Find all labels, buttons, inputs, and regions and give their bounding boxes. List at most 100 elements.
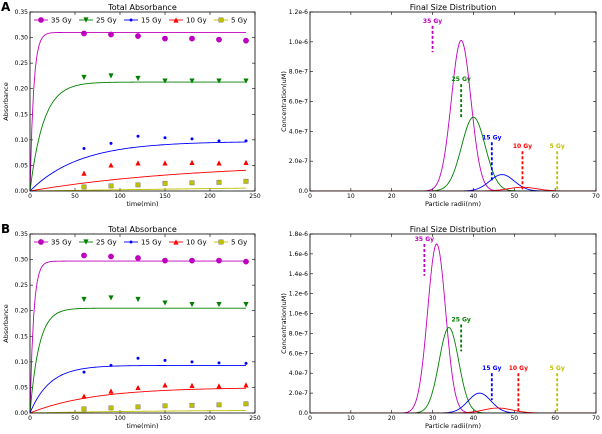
data-point-25-gy xyxy=(243,301,249,308)
distribution-curve-25-gy xyxy=(310,326,596,413)
data-point-35-gy xyxy=(243,37,249,44)
legend-label-5-gy: 5 Gy xyxy=(231,239,247,247)
legend-marker-15-gy xyxy=(129,240,133,244)
y-tick-label: 0.30 xyxy=(15,35,29,42)
annotation-label-35-gy: 35 Gy xyxy=(415,236,434,243)
fit-curve-5-gy xyxy=(30,410,247,413)
y-tick-label: 0.15 xyxy=(15,111,29,118)
chart-b-final-size-distribution: Final Size Distribution 0 10 20 30 40 50 60 70 0.… xyxy=(280,225,600,430)
data-point-35-gy xyxy=(81,30,87,37)
data-point-35-gy xyxy=(216,257,222,264)
legend-marker-15-gy xyxy=(129,18,133,22)
data-point-5-gy xyxy=(135,182,141,188)
distribution-curve-15-gy xyxy=(310,392,596,413)
data-point-15-gy xyxy=(190,360,194,364)
plot-frame xyxy=(309,233,597,414)
data-point-35-gy xyxy=(216,36,222,43)
y-tick-label: 0.0 xyxy=(298,188,308,195)
fit-curve-35-gy xyxy=(30,32,246,191)
chart-title: Final Size Distribution xyxy=(410,225,497,234)
y-tick-label: 8.0e-7 xyxy=(289,69,308,76)
data-point-35-gy xyxy=(189,35,195,42)
data-point-25-gy xyxy=(189,78,195,84)
data-point-15-gy xyxy=(82,147,86,151)
distribution-curve-10-gy xyxy=(310,186,596,191)
distribution-curve-35-gy xyxy=(310,39,596,191)
data-point-15-gy xyxy=(136,356,140,360)
data-point-5-gy xyxy=(189,402,195,408)
distribution-curve-35-gy xyxy=(310,243,596,413)
y-tick-label: 4.0e-7 xyxy=(289,370,308,377)
legend-label-10-gy: 10 Gy xyxy=(186,239,207,247)
chart-title: Total Absorbance xyxy=(107,3,177,12)
fit-curve-25-gy xyxy=(30,81,246,191)
y-axis-label: Concentration(uM) xyxy=(280,71,288,132)
chart-b-total-absorbance: Total Absorbance 0 50 100 150 200 250 0.00 0.05 0… xyxy=(2,225,261,430)
x-tick-label: 100 xyxy=(114,415,126,422)
data-point-5-gy xyxy=(81,184,87,190)
data-point-10-gy xyxy=(81,393,87,399)
x-tick-label: 70 xyxy=(592,193,600,200)
distribution-curve-10-gy xyxy=(310,407,596,413)
y-tick-label: 0.10 xyxy=(15,359,29,366)
y-tick-label: 0.20 xyxy=(15,308,29,315)
data-point-10-gy xyxy=(108,388,114,394)
legend-marker-25-gy xyxy=(83,239,89,245)
data-point-5-gy xyxy=(243,401,249,407)
data-point-10-gy xyxy=(81,170,87,176)
legend-label-35-gy: 35 Gy xyxy=(51,17,72,25)
data-point-25-gy xyxy=(81,74,87,81)
legend-marker-35-gy xyxy=(38,17,44,23)
y-tick-label: 1.4e-6 xyxy=(289,271,308,278)
fit-curve-15-gy xyxy=(30,364,246,413)
plot-frame xyxy=(29,11,256,192)
annotation-label-15-gy: 15 Gy xyxy=(482,365,501,372)
x-tick-label: 40 xyxy=(470,193,478,200)
legend-label-35-gy: 35 Gy xyxy=(51,239,72,247)
fit-curve-5-gy xyxy=(30,187,247,191)
data-point-10-gy xyxy=(135,160,141,166)
x-tick-label: 100 xyxy=(114,193,126,200)
y-tick-label: 6.0e-7 xyxy=(289,99,308,106)
y-tick-label: 4.0e-7 xyxy=(289,128,308,135)
data-point-35-gy xyxy=(162,35,168,42)
data-point-15-gy xyxy=(244,361,248,365)
legend-marker-25-gy xyxy=(83,17,89,23)
data-point-10-gy xyxy=(243,382,249,388)
x-tick-label: 0 xyxy=(28,193,32,200)
data-point-15-gy xyxy=(82,370,86,374)
x-tick-label: 200 xyxy=(204,193,216,200)
y-tick-label: 0.05 xyxy=(15,162,29,169)
plot-area xyxy=(310,39,596,191)
data-point-15-gy xyxy=(244,139,248,143)
data-point-5-gy xyxy=(243,178,249,184)
legend-marker-5-gy xyxy=(218,17,224,23)
y-axis-label: Concentration(uM) xyxy=(280,293,288,354)
data-point-5-gy xyxy=(162,180,168,186)
data-point-15-gy xyxy=(217,361,221,365)
y-tick-label: 0.20 xyxy=(15,86,29,93)
legend-label-15-gy: 15 Gy xyxy=(141,17,162,25)
plot-frame xyxy=(309,11,597,192)
y-tick-label: 0.25 xyxy=(15,282,29,289)
y-tick-label: 8.0e-7 xyxy=(289,330,308,337)
data-point-5-gy xyxy=(108,183,114,189)
data-point-15-gy xyxy=(109,363,113,367)
y-tick-label: 2.0e-7 xyxy=(289,158,308,165)
y-tick-label: 1.0e-6 xyxy=(289,311,308,318)
data-point-5-gy xyxy=(162,403,168,409)
x-tick-label: 20 xyxy=(388,193,396,200)
y-tick-label: 2.0e-7 xyxy=(289,390,308,397)
data-point-5-gy xyxy=(216,402,222,408)
data-point-35-gy xyxy=(81,252,87,259)
data-point-15-gy xyxy=(109,141,113,145)
fit-curve-15-gy xyxy=(30,141,247,191)
annotation-label-5-gy: 5 Gy xyxy=(550,365,565,372)
data-point-10-gy xyxy=(135,384,141,391)
x-tick-label: 30 xyxy=(429,193,437,200)
data-point-15-gy xyxy=(190,137,194,141)
legend-marker-10-gy xyxy=(173,17,179,23)
x-tick-label: 250 xyxy=(249,193,261,200)
data-point-35-gy xyxy=(162,257,168,264)
x-tick-label: 0 xyxy=(28,415,32,422)
